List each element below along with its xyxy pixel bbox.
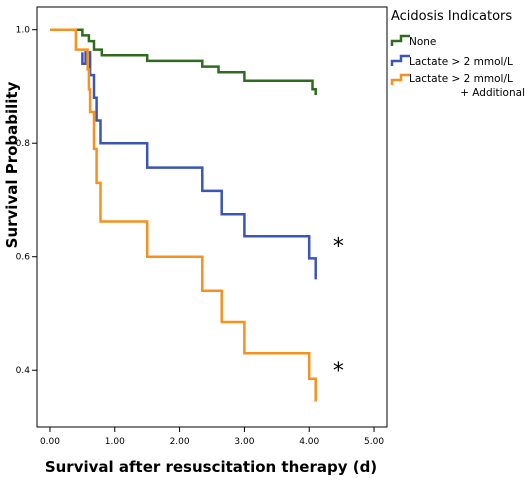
significance-marker: *	[333, 359, 344, 384]
legend-label-lactate-additional: Lactate > 2 mmol/L	[409, 73, 513, 85]
series-line-lactate	[81, 51, 317, 280]
y-tick-label: 0.8	[16, 139, 31, 149]
y-tick-label: 0.4	[16, 366, 31, 376]
y-axis-title: Survival Probability	[3, 81, 21, 248]
series-line-lactate-additional	[50, 28, 317, 402]
y-axis-ticks: 0.4 0.6 0.8 1.0	[16, 26, 37, 376]
y-tick-label: 1.0	[16, 26, 31, 36]
legend: Acidosis Indicators None Lactate > 2 mmo…	[390, 9, 525, 99]
y-tick-label: 0.6	[16, 253, 31, 263]
legend-label-lactate-additional-line2: + Additional	[460, 87, 525, 99]
plot-frame	[36, 6, 388, 428]
legend-swatch-none	[390, 34, 410, 46]
series-layer	[50, 28, 317, 402]
legend-swatch-lactate	[390, 54, 410, 66]
x-tick-label: 3.00	[234, 437, 254, 447]
annotations: **	[333, 234, 344, 384]
x-tick-label: 1.00	[105, 437, 125, 447]
x-tick-label: 5.00	[364, 437, 384, 447]
x-tick-label: 2.00	[170, 437, 190, 447]
x-tick-label: 4.00	[299, 437, 319, 447]
legend-title: Acidosis Indicators	[391, 9, 512, 24]
legend-item-lactate: Lactate > 2 mmol/L	[390, 54, 513, 68]
legend-item-lactate-additional: Lactate > 2 mmol/L + Additional	[390, 73, 525, 99]
series-line-none	[50, 28, 317, 95]
legend-label-lactate: Lactate > 2 mmol/L	[409, 56, 513, 68]
x-axis-ticks: 0.00 1.00 2.00 3.00 4.00 5.00	[40, 427, 384, 447]
legend-label-none: None	[409, 36, 436, 48]
significance-marker: *	[333, 234, 344, 259]
x-axis-title: Survival after resuscitation therapy (d)	[45, 458, 377, 476]
x-tick-label: 0.00	[40, 437, 60, 447]
legend-swatch-lactate-additional	[390, 73, 410, 85]
legend-item-none: None	[390, 34, 436, 48]
